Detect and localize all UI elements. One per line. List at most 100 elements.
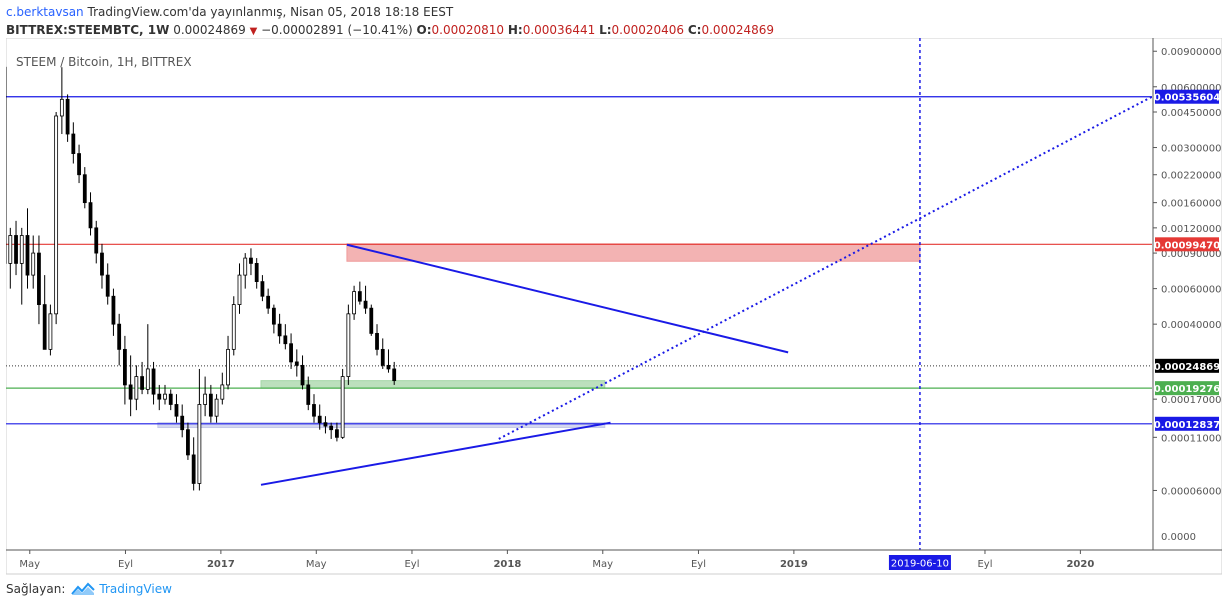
x-tick-label: Eyl: [404, 559, 419, 570]
published-text: TradingView.com'da yayınlanmış, Nisan 05…: [87, 5, 454, 19]
candle-body: [197, 404, 202, 484]
y-tick-label: 0.00006000: [1161, 486, 1221, 497]
candle-body: [122, 348, 127, 386]
price-tag-label: 0.00535604: [1154, 93, 1220, 104]
x-tick-label: 2018: [493, 559, 521, 570]
low-value: 0.00020406: [611, 23, 685, 37]
candle-body: [77, 153, 81, 176]
x-tick-label: Eyl: [691, 559, 706, 570]
price-tag-label: 0.00019276: [1154, 384, 1220, 395]
candle-body: [128, 384, 133, 400]
price-tag: 0.00019276: [1154, 381, 1220, 396]
y-tick-label: 0.00040000: [1161, 320, 1221, 331]
y-tick-label: 0.00600000: [1161, 83, 1221, 94]
candle-body: [352, 291, 356, 315]
zone-rect[interactable]: [157, 422, 606, 429]
author-link[interactable]: c.berktavsan: [6, 5, 84, 19]
x-tick-label: 2020: [1066, 559, 1094, 570]
publish-line: c.berktavsan TradingView.com'da yayınlan…: [6, 3, 1222, 21]
candle-body: [42, 304, 47, 350]
candle-body: [163, 393, 167, 400]
open-label: O:: [416, 23, 432, 37]
candle-body: [94, 227, 99, 254]
candle-body: [59, 98, 64, 117]
candle-body: [346, 313, 351, 377]
y-tick-label: 0.00220000: [1161, 171, 1221, 182]
candle-body: [54, 115, 59, 315]
candle-body: [31, 252, 36, 276]
candle-body: [203, 393, 208, 405]
tradingview-brand-label: TradingView: [99, 582, 172, 596]
price-tag-label: 0.00099470: [1154, 240, 1220, 251]
date-tag-bg: [888, 555, 951, 570]
candle-body: [294, 361, 299, 366]
candle-body: [375, 332, 379, 350]
y-tick-label: 0.00011000: [1161, 433, 1221, 444]
candle-body: [271, 307, 276, 325]
trendline[interactable]: [346, 243, 789, 354]
candle-body: [151, 368, 156, 395]
x-tick-label: Eyl: [118, 559, 133, 570]
candle-body: [157, 393, 162, 400]
price-tag-bg: [1155, 416, 1219, 431]
candle-body: [226, 348, 230, 386]
candle-body: [8, 235, 13, 264]
candle-body: [140, 376, 144, 390]
candle-body: [134, 376, 139, 400]
candle-body: [289, 343, 293, 363]
candle-body: [249, 257, 253, 264]
trendline[interactable]: [260, 421, 611, 486]
close-value: 0.00024869: [701, 23, 775, 37]
price-tag: 0.00012837: [1154, 416, 1220, 431]
price-tag-bg: [1155, 237, 1219, 252]
x-tick-label: Eyl: [977, 559, 992, 570]
price-tag: 0.00024869: [1154, 358, 1220, 373]
y-tick-label: 0.00120000: [1161, 224, 1221, 235]
candle-body: [306, 384, 311, 405]
price-tag-label: 0.00012837: [1154, 420, 1220, 431]
candle-body: [208, 393, 213, 417]
candle-body: [243, 257, 248, 276]
price-chart[interactable]: 0.00900000 0.00600000 0.00450000 0.00300000…: [6, 38, 1222, 576]
ohlc-line: BITTREX:STEEMBTC, 1W 0.00024869 ▼ −0.000…: [6, 21, 1222, 41]
candle-body: [168, 393, 173, 405]
candle-body: [180, 415, 185, 431]
price-tag-label: 0.00024869: [1154, 362, 1220, 373]
candle-body: [174, 404, 179, 417]
price-change: −0.00002891 (−10.41%): [261, 23, 413, 37]
chart-title: STEEM / Bitcoin, 1H, BITTREX: [16, 55, 192, 69]
price-tag-bg: [1155, 381, 1219, 396]
zone-rect[interactable]: [346, 243, 921, 262]
low-label: L:: [599, 23, 612, 37]
candle-body: [37, 252, 41, 305]
candle-body: [19, 235, 24, 264]
y-tick-label: 0.00090000: [1161, 249, 1221, 260]
last-price: 0.00024869: [173, 23, 246, 37]
candle-body: [71, 133, 76, 154]
high-value: 0.00036441: [522, 23, 596, 37]
candle-body: [329, 425, 334, 431]
candle-body: [254, 263, 259, 283]
tradingview-brand[interactable]: TradingView: [71, 582, 172, 596]
candle-body: [220, 384, 225, 400]
candle-body: [48, 313, 53, 350]
candle-body: [357, 291, 362, 302]
price-tag: 0.00535604: [1154, 89, 1220, 104]
candle-body: [111, 295, 116, 325]
x-tick-label: 2019: [780, 559, 808, 570]
zone-rect[interactable]: [260, 380, 606, 389]
close-label: C:: [687, 23, 702, 37]
price-tag-bg: [1155, 358, 1219, 373]
candle-body: [392, 368, 397, 382]
candle-body: [117, 323, 122, 350]
candle-body: [363, 300, 368, 309]
candle-body: [260, 281, 265, 297]
candle-body: [237, 274, 242, 305]
price-tag: 0.00099470: [1154, 237, 1220, 252]
candle-body: [369, 307, 374, 334]
price-tag-bg: [1155, 89, 1219, 104]
candle-body: [323, 422, 328, 427]
symbol-label: BITTREX:STEEMBTC, 1W: [6, 23, 170, 37]
x-tick-label: 2017: [207, 559, 235, 570]
y-tick-label: 0.00017000: [1161, 395, 1221, 406]
